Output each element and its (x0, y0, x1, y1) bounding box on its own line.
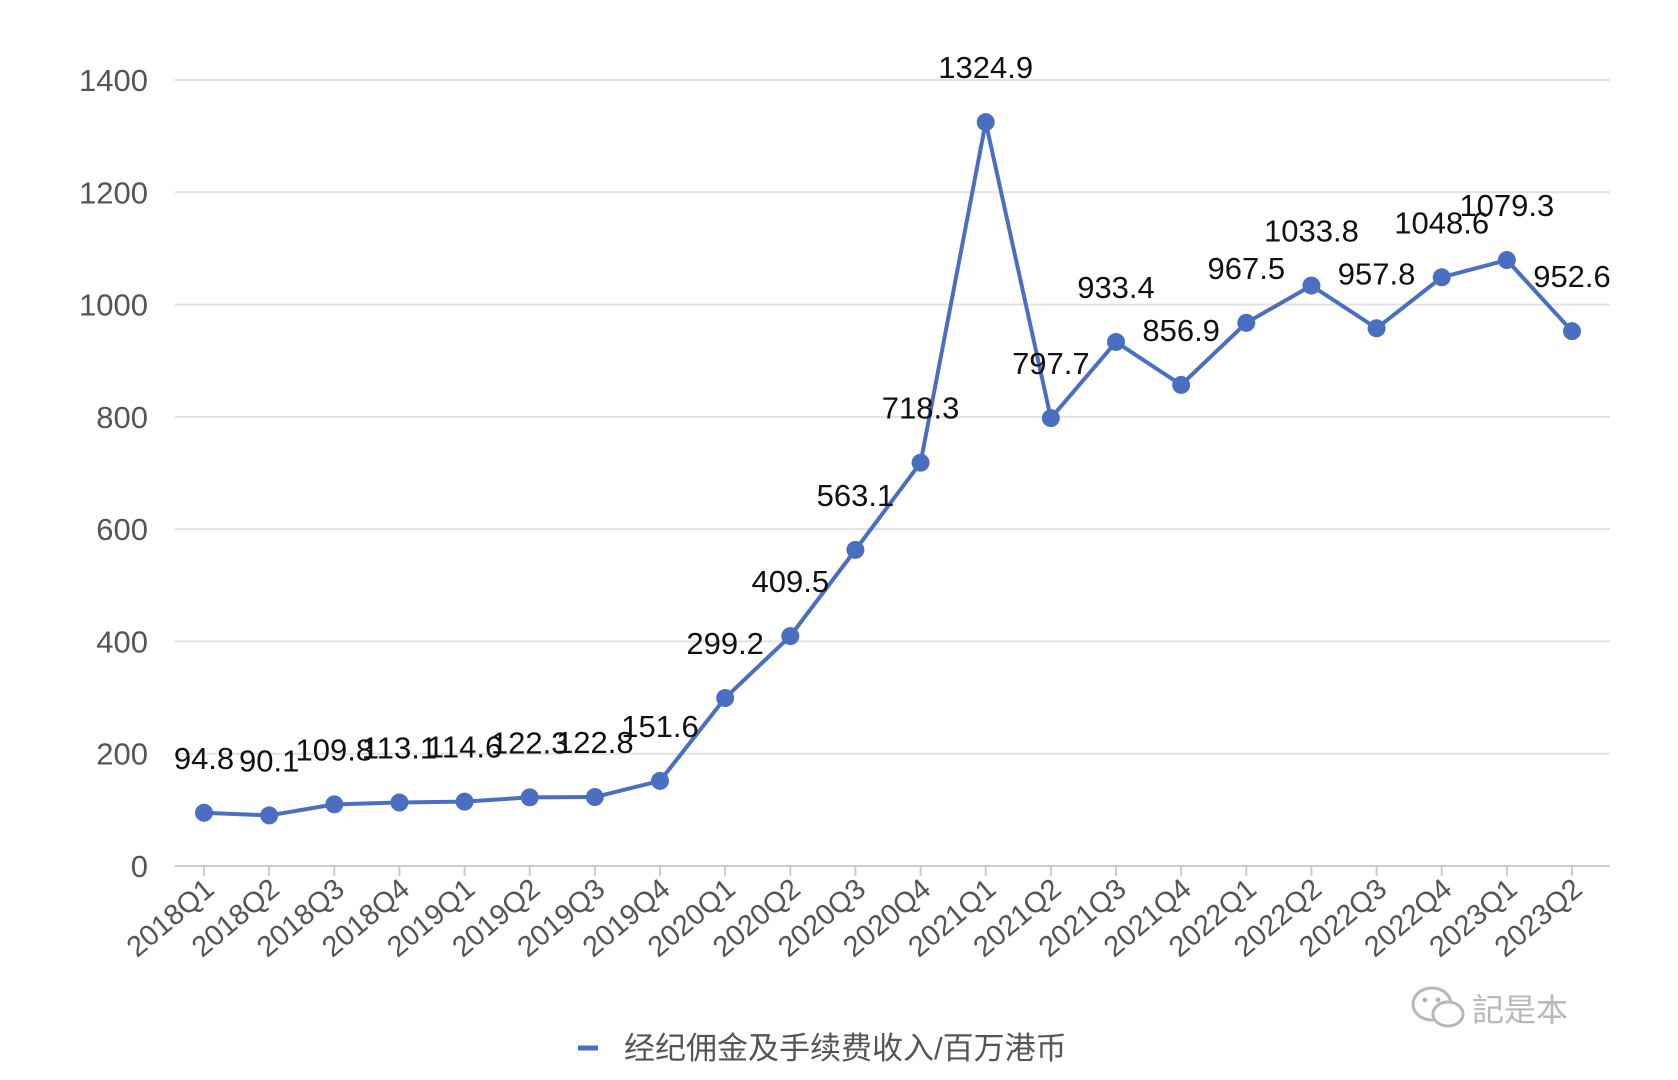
data-point-2020Q1[interactable] (716, 689, 735, 708)
data-label-2018Q4: 113.1 (362, 731, 437, 766)
data-point-2018Q3[interactable] (325, 795, 344, 814)
data-point-2022Q3[interactable] (1367, 319, 1386, 338)
data-point-2021Q1[interactable] (976, 113, 995, 132)
wechat-icon (1411, 986, 1465, 1028)
data-point-2019Q2[interactable] (520, 788, 539, 807)
data-label-2020Q3: 563.1 (817, 478, 895, 513)
data-label-2021Q3: 933.4 (1077, 270, 1155, 305)
watermark-text: 記是本 (1472, 992, 1568, 1028)
series-line (195, 113, 1581, 825)
y-tick-label: 400 (96, 624, 148, 659)
data-label-2020Q1: 299.2 (686, 626, 764, 661)
watermark: 記是本 (1411, 986, 1568, 1028)
data-point-2018Q2[interactable] (260, 806, 279, 825)
data-label-2020Q4: 718.3 (882, 391, 960, 426)
data-label-2018Q3: 109.8 (295, 732, 373, 767)
data-label-2021Q1: 1324.9 (938, 50, 1033, 85)
y-tick-label: 1200 (79, 175, 148, 210)
legend-label: 经纪佣金及手续费收入/百万港币 (624, 1031, 1067, 1066)
data-point-2022Q4[interactable] (1432, 268, 1451, 287)
data-label-2018Q2: 90.1 (239, 743, 299, 778)
legend[interactable]: 经纪佣金及手续费收入/百万港币 (578, 1031, 1067, 1066)
data-label-2022Q4: 1048.6 (1394, 205, 1489, 240)
data-point-2018Q1[interactable] (195, 803, 213, 822)
data-label-2023Q2: 952.6 (1533, 259, 1611, 294)
y-tick-label: 200 (96, 737, 148, 772)
data-label-2018Q1: 94.8 (174, 741, 234, 776)
y-tick-label: 1000 (79, 288, 148, 323)
data-point-2023Q1[interactable] (1497, 251, 1516, 270)
y-tick-label: 600 (96, 512, 148, 547)
data-label-2019Q2: 122.3 (491, 725, 569, 760)
data-point-2020Q3[interactable] (846, 540, 865, 559)
data-point-2021Q4[interactable] (1172, 375, 1191, 394)
data-label-2022Q1: 967.5 (1207, 251, 1285, 286)
data-label-2021Q2: 797.7 (1012, 346, 1090, 381)
data-point-2021Q2[interactable] (1041, 409, 1060, 428)
y-tick-label: 1400 (79, 63, 148, 98)
data-point-2019Q4[interactable] (651, 771, 669, 790)
data-point-2022Q2[interactable] (1302, 276, 1321, 295)
data-point-2023Q2[interactable] (1563, 322, 1581, 341)
data-point-2020Q4[interactable] (911, 453, 930, 472)
data-label-2020Q2: 409.5 (751, 564, 829, 599)
y-axis-ticks: 0 200 400 600 800 1000 1200 1400 (79, 63, 148, 884)
data-point-2021Q3[interactable] (1107, 332, 1125, 351)
data-point-2020Q2[interactable] (781, 627, 800, 646)
grid-lines (175, 79, 1610, 867)
series-polyline (203, 120, 1574, 818)
data-label-2022Q3: 957.8 (1338, 256, 1416, 291)
y-tick-label: 0 (131, 849, 148, 884)
data-point-2019Q3[interactable] (585, 788, 604, 807)
data-point-2022Q1[interactable] (1237, 313, 1256, 332)
data-point-2018Q4[interactable] (390, 793, 409, 812)
data-label-2021Q4: 856.9 (1142, 313, 1220, 348)
data-label-2023Q1: 1079.3 (1459, 188, 1554, 223)
data-label-2019Q1: 114.6 (427, 730, 502, 765)
data-label-2022Q2: 1033.8 (1264, 214, 1359, 249)
x-axis-ticks: 2018Q12018Q22018Q32018Q42019Q12019Q22019… (121, 866, 1588, 964)
data-label-2019Q3: 122.8 (556, 725, 634, 760)
y-tick-label: 800 (96, 400, 148, 435)
data-point-2019Q1[interactable] (455, 792, 474, 811)
data-label-2019Q4: 151.6 (621, 709, 699, 744)
